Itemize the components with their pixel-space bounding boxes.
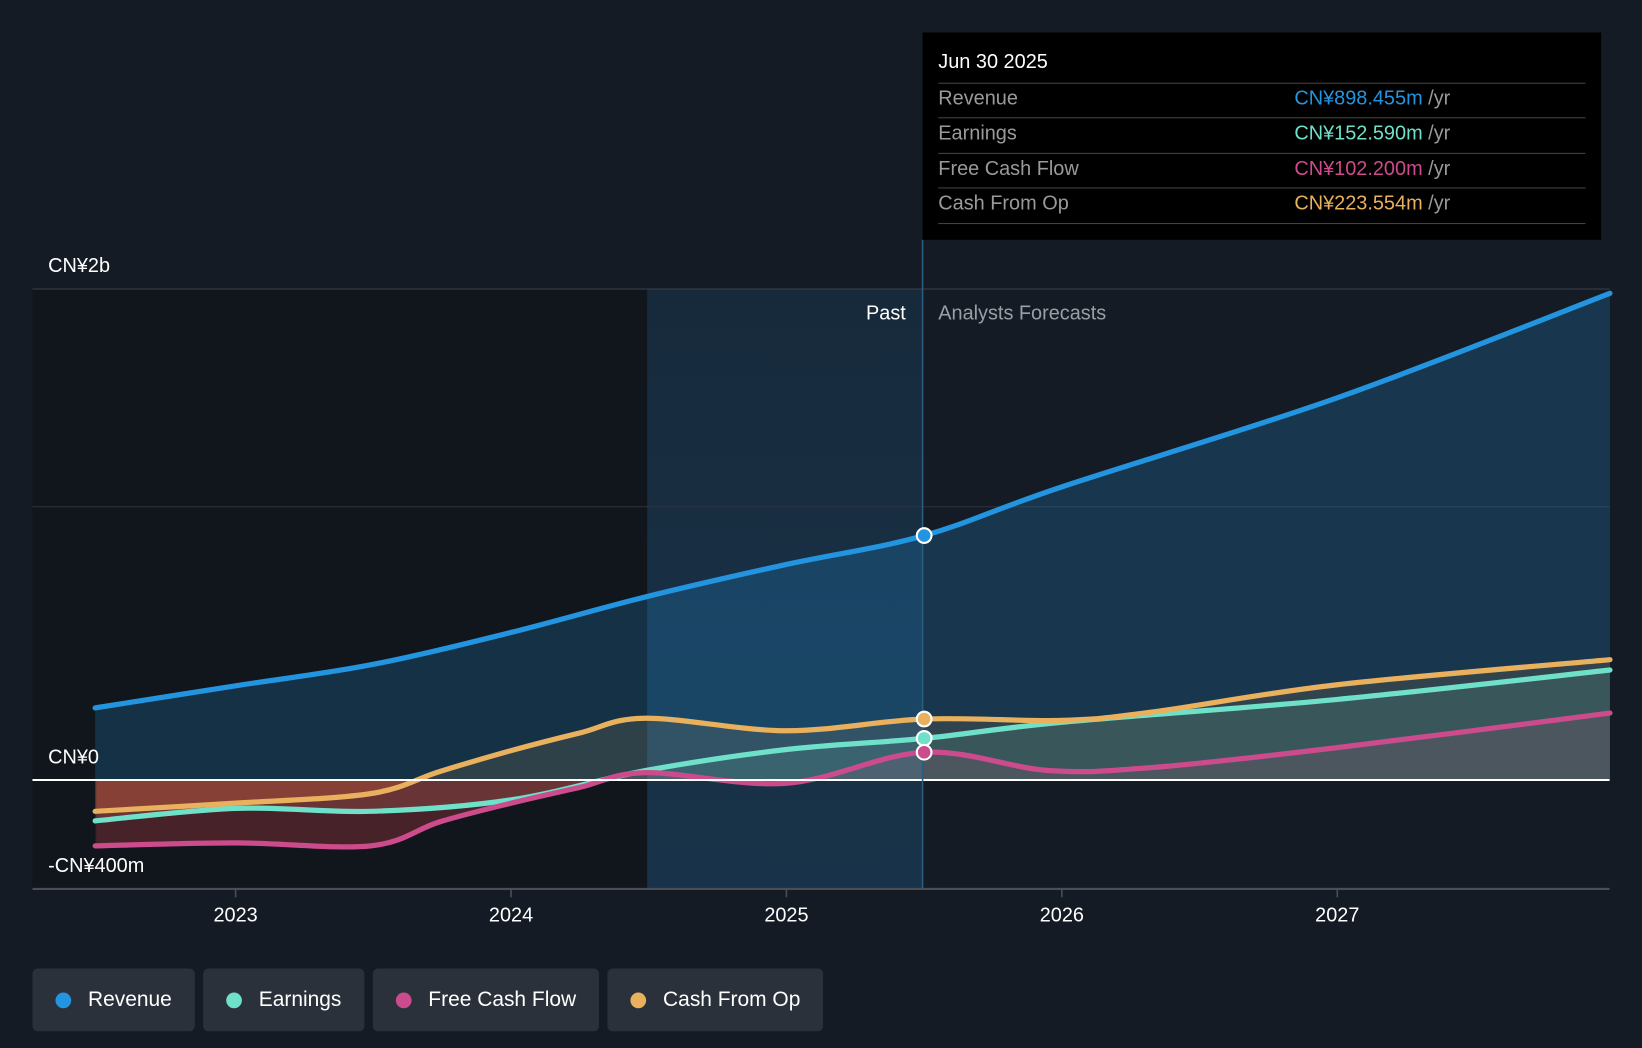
tooltip-unit: /yr [1428, 158, 1451, 181]
legend-item-cash-from-op[interactable]: Cash From Op [607, 968, 824, 1032]
past-background [32, 288, 648, 889]
tooltip-unit: /yr [1428, 122, 1451, 145]
tooltip-label: Revenue [938, 87, 1018, 110]
legend-label: Free Cash Flow [428, 987, 577, 1011]
legend-label: Cash From Op [663, 987, 801, 1011]
tooltip-unit: /yr [1428, 87, 1451, 110]
free-cash-flow-marker[interactable] [915, 743, 933, 761]
cash-from-op-area [95, 659, 1610, 812]
revenue-line [92, 290, 1613, 711]
tooltip-label: Earnings [938, 122, 1017, 145]
revenue-dot-icon [55, 992, 72, 1008]
cfo-dot-icon [630, 992, 647, 1008]
tooltip-amount: CN¥223.554m [1294, 192, 1423, 215]
revenue-area [95, 293, 1610, 781]
revenue-marker[interactable] [915, 527, 933, 544]
tooltip-value: CN¥102.200m /yr [1294, 154, 1450, 185]
cash-from-op-marker[interactable] [915, 710, 933, 728]
free-cash-flow-negative-area [96, 780, 923, 847]
x-tick-label: 2024 [489, 904, 533, 926]
x-tick-label: 2027 [1315, 904, 1359, 926]
tooltip-row-cfo: Cash From Op CN¥223.554m /yr [938, 187, 1586, 223]
legend-item-earnings[interactable]: Earnings [203, 968, 365, 1032]
tooltip-unit: /yr [1428, 192, 1451, 215]
x-tick-label: 2025 [764, 904, 808, 926]
fcf-dot-icon [395, 992, 412, 1008]
tooltip-amount: CN¥152.590m [1294, 122, 1423, 145]
tooltip-row-fcf: Free Cash Flow CN¥102.200m /yr [938, 152, 1586, 189]
legend-label: Revenue [87, 987, 172, 1011]
tooltip-label: Free Cash Flow [938, 158, 1079, 181]
free-cash-flow-line [92, 710, 1613, 850]
tooltip-divider [938, 223, 1586, 225]
y-label-neg400m: -CN¥400m [48, 855, 144, 877]
tooltip: Jun 30 2025 Revenue CN¥898.455m /yr Earn… [922, 32, 1602, 240]
tooltip-row-earnings: Earnings CN¥152.590m /yr [938, 117, 1586, 153]
past-label: Past [866, 302, 906, 324]
earnings-marker[interactable] [915, 729, 933, 747]
cash-from-op-line [92, 657, 1613, 814]
tooltip-value: CN¥223.554m /yr [1294, 188, 1450, 219]
tooltip-label: Cash From Op [938, 192, 1069, 215]
tooltip-value: CN¥898.455m /yr [1294, 84, 1450, 115]
earnings-negative-area [96, 780, 923, 821]
x-tick-label: 2026 [1040, 904, 1084, 926]
past-highlight-band [647, 288, 923, 889]
legend-item-free-cash-flow[interactable]: Free Cash Flow [372, 968, 600, 1032]
y-label-2b: CN¥2b [48, 255, 110, 277]
earnings-line [92, 667, 1613, 824]
tooltip-amount: CN¥898.455m [1294, 87, 1423, 110]
legend-item-revenue[interactable]: Revenue [32, 968, 195, 1032]
tooltip-date: Jun 30 2025 [938, 51, 1048, 74]
cash-from-op-negative-area [96, 780, 923, 812]
y-label-0: CN¥0 [48, 746, 99, 768]
tooltip-row-revenue: Revenue CN¥898.455m /yr [938, 82, 1586, 119]
earnings-dot-icon [226, 992, 242, 1008]
tooltip-amount: CN¥102.200m [1294, 158, 1423, 181]
tooltip-value: CN¥152.590m /yr [1294, 118, 1450, 149]
forecast-label: Analysts Forecasts [938, 302, 1106, 324]
legend: Revenue Earnings Free Cash Flow Cash Fro… [32, 968, 824, 1032]
legend-label: Earnings [258, 987, 342, 1011]
x-tick-label: 2023 [214, 904, 258, 926]
